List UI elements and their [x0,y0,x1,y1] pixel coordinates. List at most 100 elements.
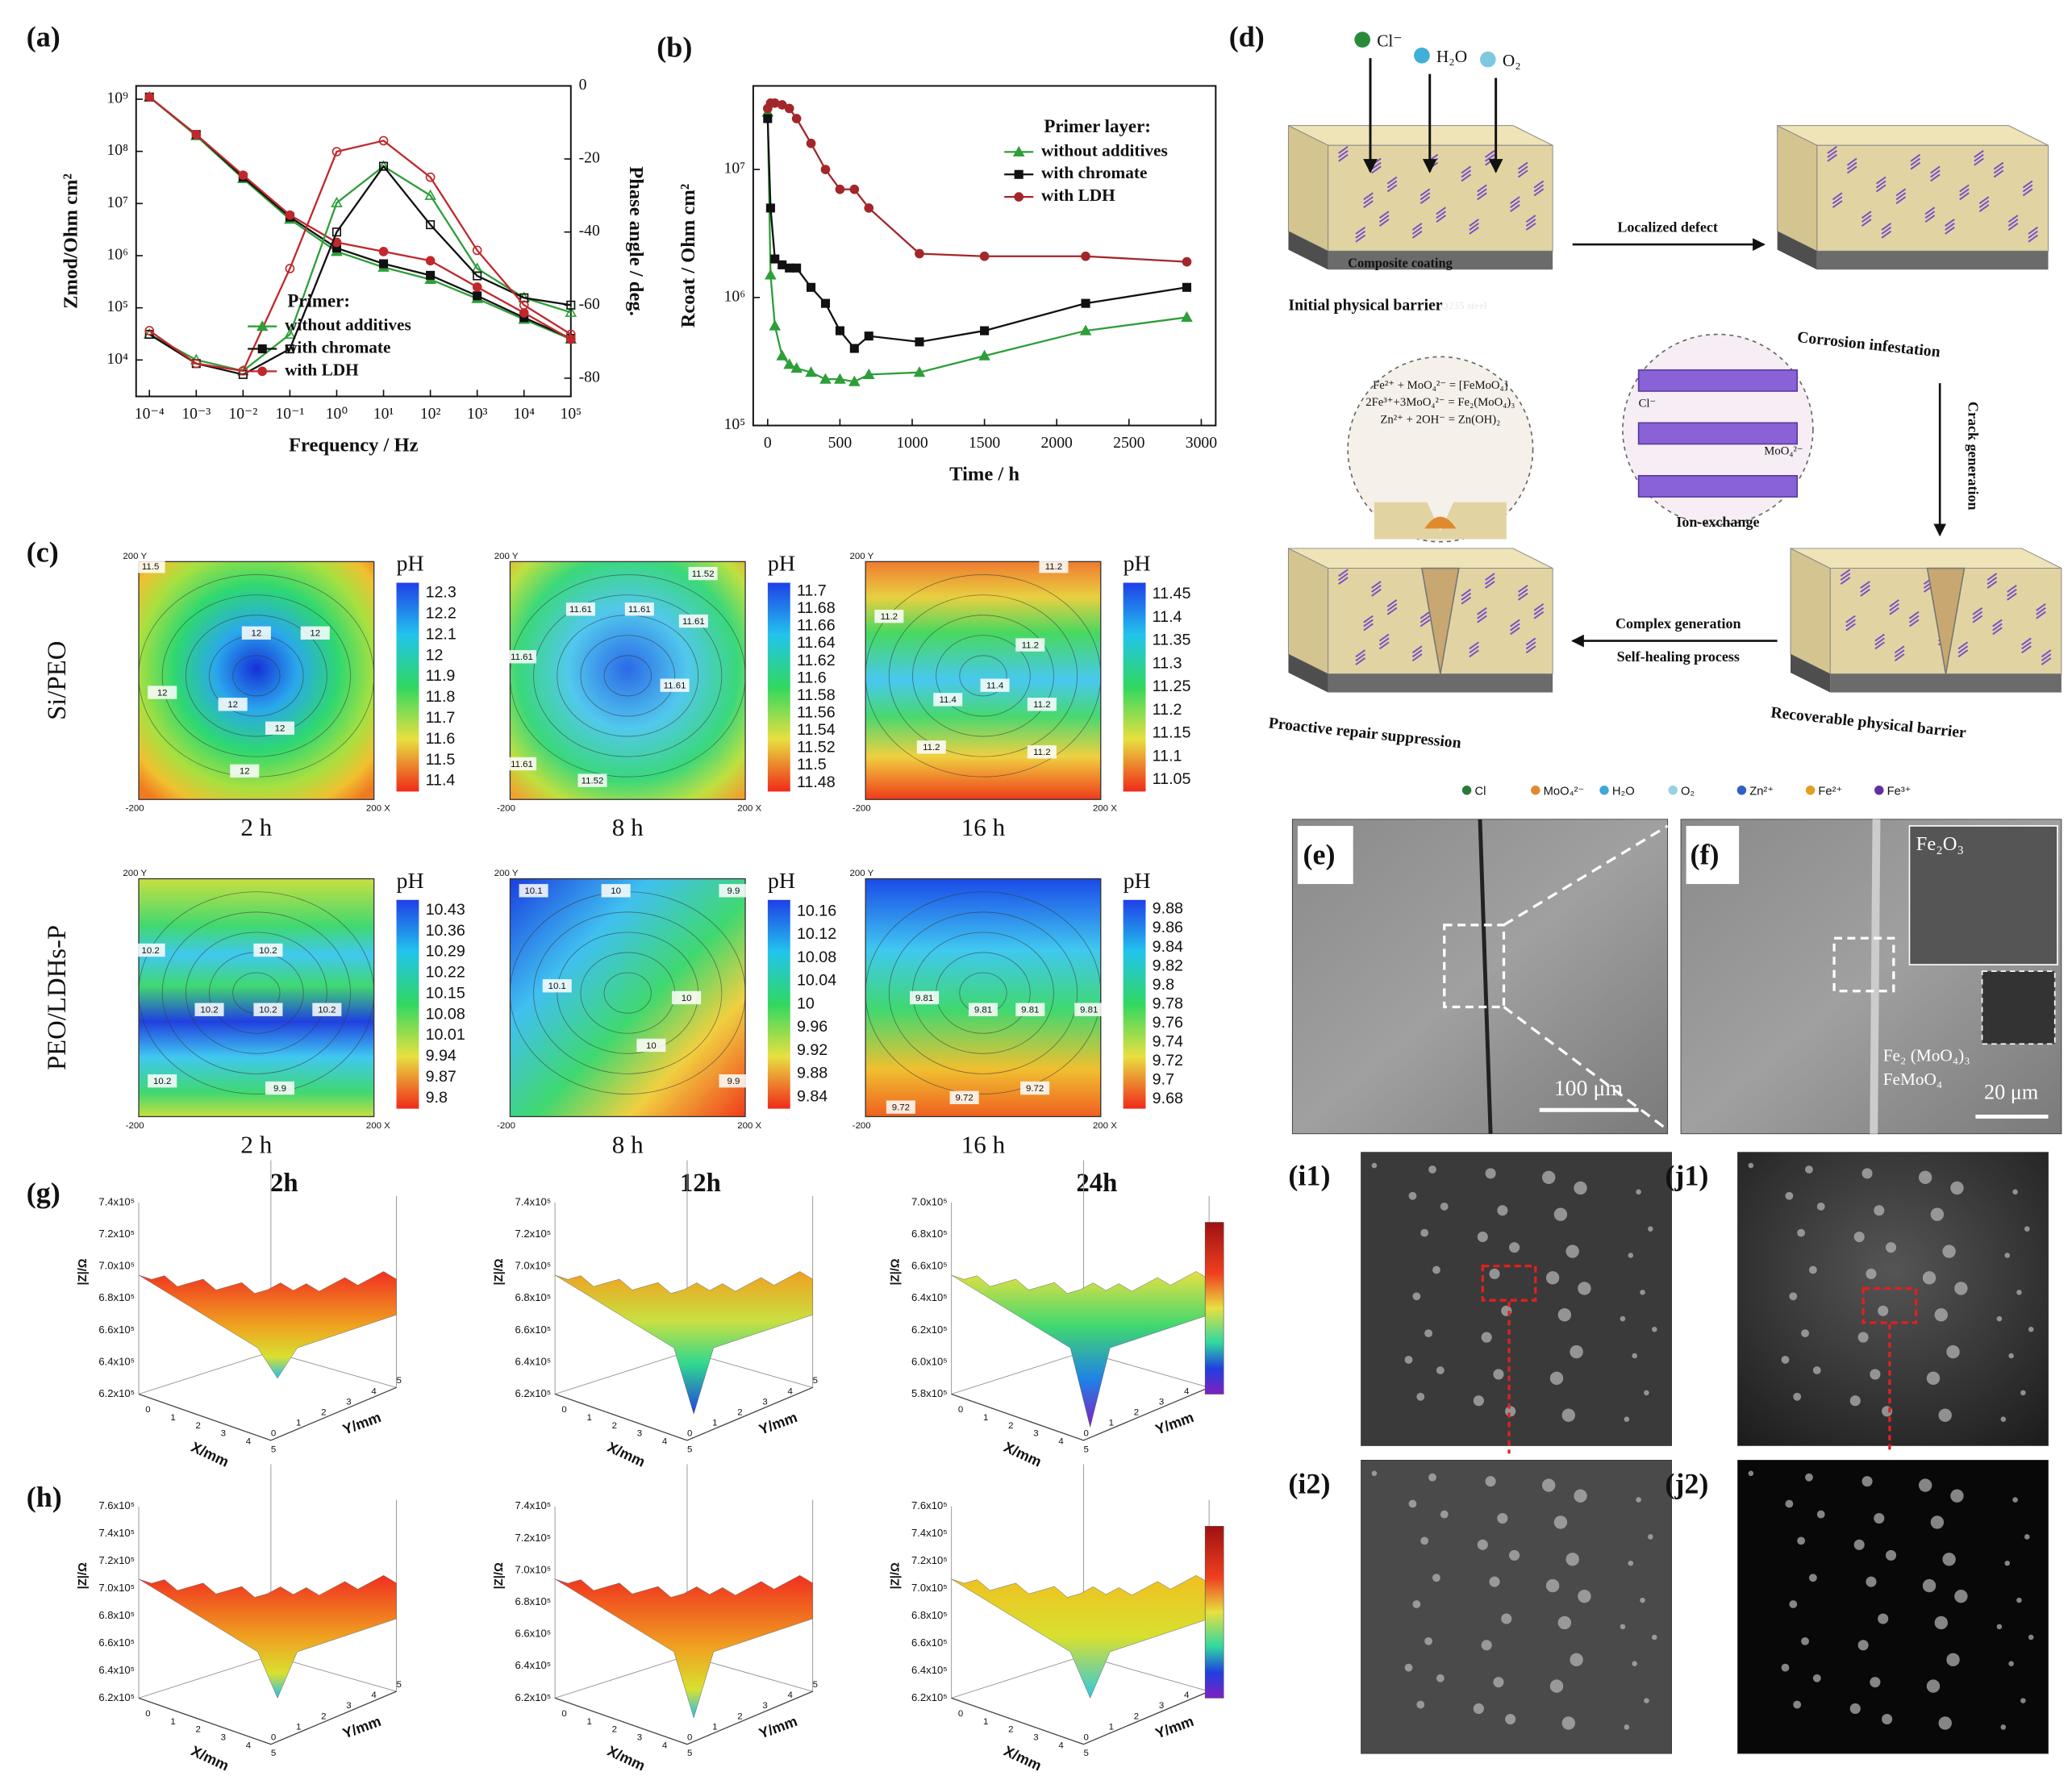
map-axis-label: 200 X [737,804,761,814]
ldh-platelet [1827,146,1837,154]
y-tick-label: 4 [1184,1691,1190,1700]
z-tick-label: 7.2x10⁵ [911,1554,948,1566]
colorbar [767,899,790,1109]
particle [1878,1613,1889,1624]
contour-line [888,594,1078,757]
scale-label: 100 μm [1554,1076,1624,1101]
y-tick-label: 3 [346,1397,351,1407]
marker [820,298,831,308]
z-tick-label: 7.0x10⁵ [98,1260,135,1272]
particle [1942,1244,1956,1258]
ldh-platelet [1525,645,1536,654]
y2-tick-label: -40 [579,222,600,240]
particle [1371,1162,1378,1169]
ldh-platelet [1993,169,2004,178]
particle [1542,1170,1556,1184]
colorbar-tick-label: 9.88 [1153,900,1183,918]
ldh-platelet [1517,165,1528,174]
colorbar-tick-label: 9.8 [1153,976,1174,994]
map-axis-label: -200 [126,804,144,814]
ldh-platelet [2041,649,2052,658]
particle [1950,1181,1964,1195]
steel-side [1288,231,1328,270]
ldh-platelet [1992,623,2003,632]
z-tick-label: 7.0x10⁵ [911,1195,948,1207]
particle [1793,1392,1802,1401]
zoom-line [1503,824,1669,927]
particle [1812,1674,1821,1682]
particle [1853,1539,1865,1550]
contour-label-box [933,693,963,707]
z-axis-label: |Z|/Ω [77,1258,90,1285]
z-tick-label: 6.2x10⁵ [515,1387,551,1399]
y-tick-label: 3 [762,1397,767,1407]
x-tick-label: 1 [983,1717,988,1727]
ldh-platelet [1889,602,1899,611]
ldh-platelet [1338,153,1349,162]
y-axis-label: Rcoat / Ohm cm² [677,184,699,328]
ldh-platelet [2007,588,2017,597]
marker [834,373,846,384]
panel-label: (b) [657,31,692,64]
marker [792,263,802,273]
crack-line [1478,819,1493,1134]
colorbar-tick-label: 11.7 [426,709,456,727]
ldh-platelet [1874,637,1885,646]
marker [472,282,482,292]
particle [1861,1476,1873,1487]
particle [1651,1634,1657,1641]
ldh-platelet [1533,180,1545,189]
marker [331,196,343,207]
inset-image [1908,825,2058,965]
contour-line [580,635,675,717]
x-tick-label: 10² [420,405,441,423]
particle [1570,1345,1583,1359]
particle [1922,1578,1937,1593]
ldh-platelet [2028,230,2038,239]
colorbar-tick-label: 12.1 [426,625,457,643]
ldh-platelet [1860,581,1870,589]
colorbar-tick-label: 10.08 [426,1005,465,1023]
x-tick-label: 10¹ [373,405,394,423]
arrow-label: Crack generation [1965,402,1981,511]
colorbar-tick-label: 11.66 [797,617,836,635]
particle [1371,1470,1378,1477]
ldh-platelet [1378,641,1390,650]
ldh-platelet [2021,641,2032,650]
marker [785,263,794,273]
y-tick-label: 1 [712,1722,717,1732]
y-tick-label: 3 [346,1701,351,1711]
ldh-platelet [1860,585,1870,593]
particle [1561,1716,1575,1730]
particle [1561,1408,1575,1422]
marker [285,264,295,273]
contour-line [603,972,652,1014]
ph-map [138,561,375,800]
x-tick-label: 2 [195,1421,200,1431]
series-line [148,96,572,340]
colorbar-tick-label: 10.15 [426,984,465,1002]
colorbar-title: pH [768,552,795,577]
ldh-platelet [2028,227,2038,235]
legend-label: O₂ [1681,785,1695,798]
contour-line [603,655,652,697]
ldh-platelet [1924,215,1936,223]
ldh-platelet [1484,581,1495,589]
panel-label: (j1) [1665,1160,1708,1192]
y2-axis-label: Phase angle / deg. [625,166,647,316]
marker [980,326,990,336]
marker [473,291,482,301]
ldh-platelet [1363,623,1374,632]
contour-label-box [148,1074,177,1088]
colorbar-tick-label: 11.6 [426,730,456,748]
y-tick-label: 2 [1134,1407,1139,1417]
marker [805,366,817,377]
x-tick-label: 0 [561,1405,566,1415]
equation: Zn²⁺ + 2OH⁻ = Zn(OH)₂ [1380,413,1500,426]
particle [1801,1329,1809,1338]
marker [144,326,155,336]
colorbar-tick-label: 10.29 [426,943,465,961]
z-tick-label: 6.4x10⁵ [911,1291,948,1303]
particle [1938,1716,1952,1730]
legend-label: Cl [1474,785,1486,798]
